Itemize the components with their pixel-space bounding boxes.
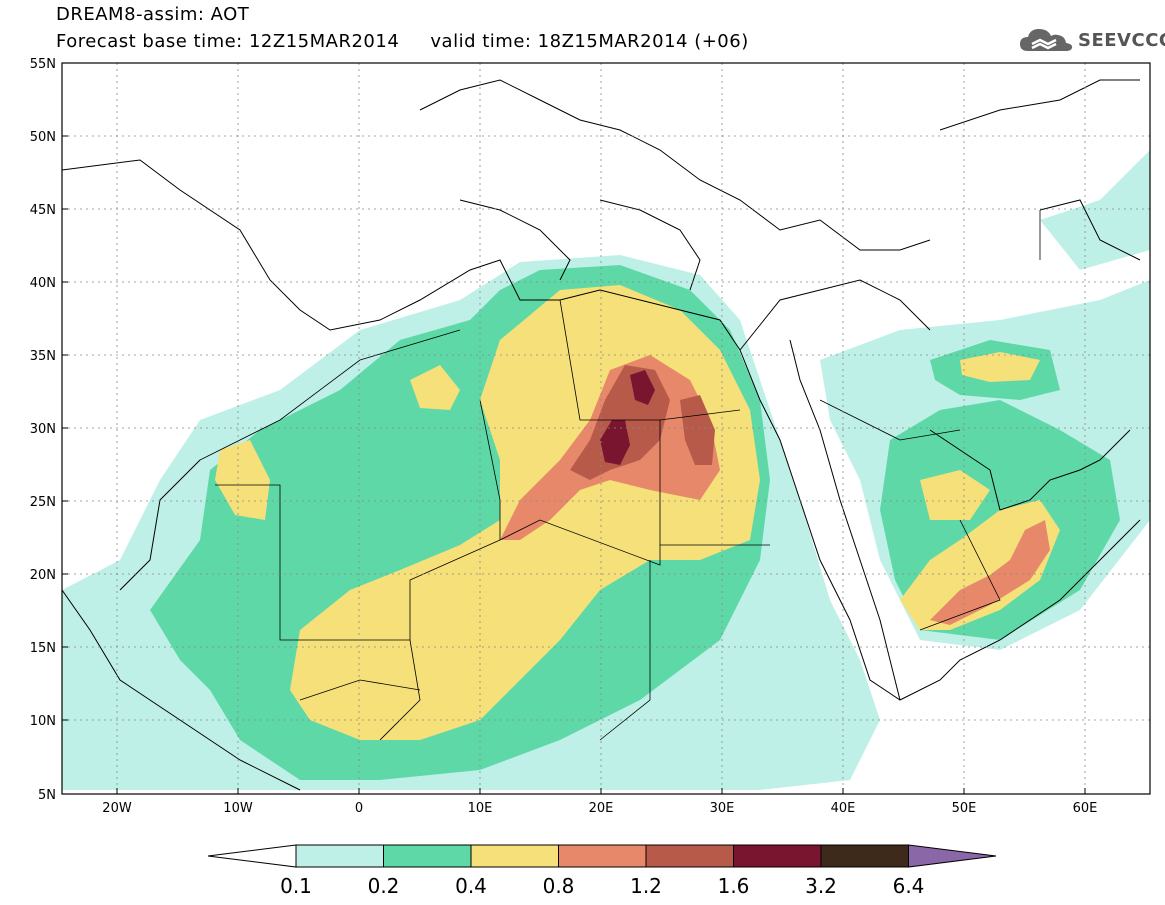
lon-label: 20W — [102, 801, 132, 816]
valid-time-label: valid time: 18Z15MAR2014 (+06) — [430, 31, 749, 52]
lat-label: 50N — [30, 130, 56, 145]
lat-label: 40N — [30, 276, 56, 291]
lon-label: 60E — [1073, 801, 1098, 816]
lat-label: 5N — [38, 788, 56, 803]
lon-label: 40E — [831, 801, 856, 816]
colorbar-swatch — [295, 844, 384, 868]
map-title: DREAM8-assim: AOT — [56, 4, 250, 25]
lon-label: 20E — [589, 801, 614, 816]
lat-label: 15N — [30, 641, 56, 656]
colorbar-swatch — [470, 844, 559, 868]
lon-label: 10W — [223, 801, 253, 816]
colorbar-swatch — [645, 844, 734, 868]
colorbar-label: 1.6 — [718, 874, 750, 898]
coastlines — [62, 79, 1141, 791]
brand-name: SEEVCCC — [1078, 29, 1165, 51]
colorbar-label: 0.2 — [368, 874, 400, 898]
lon-label: 0 — [355, 801, 363, 816]
colorbar-label: 0.1 — [280, 874, 312, 898]
lon-label: 50E — [952, 801, 977, 816]
lat-label: 45N — [30, 203, 56, 218]
lat-axis: 55N 50N 45N 40N 35N 30N 25N 20N 15N 10N … — [30, 57, 68, 803]
lon-label: 30E — [710, 801, 735, 816]
colorbar-swatch — [820, 844, 909, 868]
colorbar-label: 3.2 — [805, 874, 837, 898]
colorbar: 0.1 0.2 0.4 0.8 1.2 1.6 3.2 6.4 — [207, 844, 997, 898]
colorbar-swatch — [383, 844, 472, 868]
lat-label: 25N — [30, 495, 56, 510]
forecast-time-line: Forecast base time: 12Z15MAR2014 valid t… — [56, 31, 749, 52]
country-borders — [199, 210, 1041, 741]
gridlines — [62, 63, 1150, 794]
lat-label: 10N — [30, 714, 56, 729]
colorbar-swatch — [733, 844, 822, 868]
colorbar-label: 6.4 — [893, 874, 925, 898]
aot-field — [62, 150, 1150, 790]
lon-axis: 20W 10W 0 10E 20E 30E 40E 50E 60E — [102, 788, 1097, 816]
colorbar-label: 0.8 — [543, 874, 575, 898]
colorbar-under-triangle — [207, 844, 297, 868]
lat-label: 55N — [30, 57, 56, 72]
colorbar-label: 1.2 — [630, 874, 662, 898]
base-time-label: Forecast base time: 12Z15MAR2014 — [56, 31, 400, 52]
colorbar-swatch — [558, 844, 647, 868]
cloud-icon — [1020, 29, 1073, 51]
lon-label: 10E — [468, 801, 493, 816]
lat-label: 35N — [30, 349, 56, 364]
colorbar-over-triangle — [908, 844, 997, 868]
aot-band-1.6 — [600, 370, 655, 465]
colorbar-label: 0.4 — [455, 874, 487, 898]
lat-label: 30N — [30, 422, 56, 437]
brand-logo: SEEVCCC — [1018, 24, 1165, 56]
lat-label: 20N — [30, 568, 56, 583]
